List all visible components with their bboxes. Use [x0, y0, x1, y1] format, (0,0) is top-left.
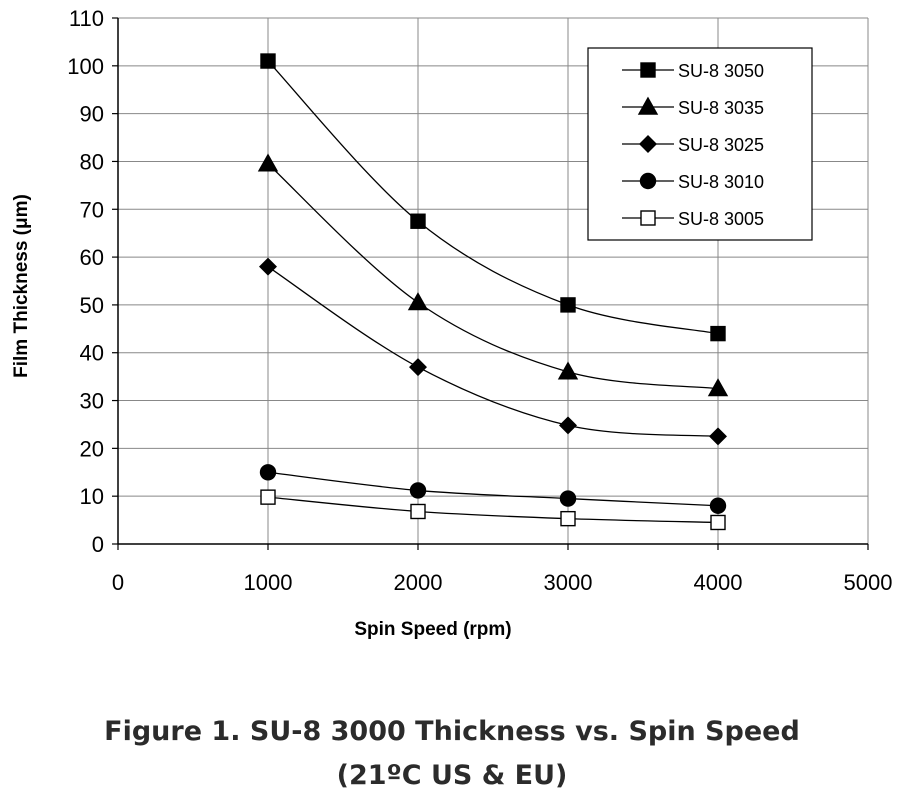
series-line-4: [267, 496, 719, 524]
data-point: [560, 297, 576, 313]
x-tick-label: 5000: [844, 570, 893, 595]
figure-caption-conditions: (21ºC US & EU): [336, 760, 568, 791]
data-point: [409, 482, 427, 499]
data-point: [409, 358, 427, 377]
data-point: [407, 292, 429, 311]
y-tick-label: 90: [80, 102, 104, 127]
series-line-2: [267, 266, 719, 438]
data-point: [257, 153, 279, 172]
legend-marker: [640, 62, 656, 78]
y-axis-title: Film Thickness (μm): [11, 194, 32, 378]
data-point: [259, 257, 277, 276]
chart: 0 10 20 30 40 50 60 70 80 90 100 110 0 1000 2000 3000 40…: [11, 6, 892, 640]
data-point: [709, 497, 727, 514]
data-point: [710, 325, 726, 342]
y-tick-label: 40: [80, 341, 104, 366]
series-line-0: [267, 60, 719, 335]
data-point: [259, 464, 277, 481]
x-axis-title: Spin Speed (rpm): [354, 619, 511, 640]
y-tick-label: 20: [80, 436, 104, 461]
legend-marker: [639, 172, 657, 190]
data-point: [557, 361, 579, 380]
legend-label: SU-8 3025: [678, 135, 764, 155]
legend-label: SU-8 3005: [678, 209, 764, 229]
tick-labels: 0 10 20 30 40 50 60 70 80 90 100 110 0 1000 2000 3000 40…: [67, 6, 892, 595]
y-tick-label: 30: [80, 389, 104, 414]
data-point: [560, 510, 576, 527]
legend-label: SU-8 3050: [678, 61, 764, 81]
y-tick-label: 10: [80, 484, 104, 509]
y-tick-label: 110: [69, 6, 104, 31]
x-tick-label: 1000: [244, 570, 293, 595]
data-point: [710, 514, 726, 531]
legend-marker: [640, 210, 656, 226]
y-tick-label: 70: [80, 197, 104, 222]
data-point: [707, 378, 729, 397]
series-lines: [267, 60, 719, 524]
y-tick-label: 60: [80, 245, 104, 270]
figure-caption-title: Figure 1. SU-8 3000 Thickness vs. Spin S…: [104, 716, 800, 747]
legend-marker: [639, 135, 657, 153]
data-point: [559, 416, 577, 435]
data-point: [410, 503, 426, 520]
x-tick-label: 4000: [694, 570, 743, 595]
x-tick-label: 2000: [394, 570, 443, 595]
y-tick-label: 100: [67, 54, 104, 79]
data-point: [410, 213, 426, 229]
y-tick-label: 0: [92, 532, 104, 557]
data-point: [709, 427, 727, 446]
legend-label: SU-8 3035: [678, 98, 764, 118]
legend-marker: [637, 96, 659, 115]
series-line-1: [267, 163, 719, 390]
x-tick-label: 3000: [544, 570, 593, 595]
y-tick-label: 80: [80, 149, 104, 174]
data-point: [260, 489, 276, 505]
data-markers: [257, 53, 729, 531]
series-line-3: [267, 471, 719, 507]
y-tick-label: 50: [80, 293, 104, 318]
data-point: [559, 490, 577, 507]
data-point: [260, 53, 276, 69]
axes: [112, 17, 869, 550]
x-tick-label: 0: [112, 570, 124, 595]
legend-label: SU-8 3010: [678, 172, 764, 192]
legend: SU-8 3050 SU-8 3035 SU-8 3025 SU-8 3010 SU-8…: [587, 47, 813, 241]
